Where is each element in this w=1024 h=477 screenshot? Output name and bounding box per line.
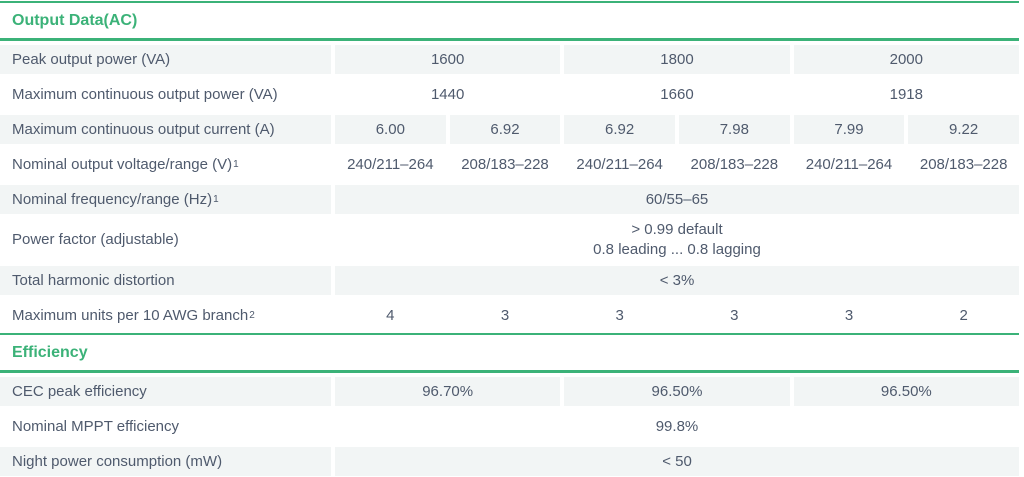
section-title-text: Output Data(AC) [12, 12, 138, 29]
section-header: Output Data(AC) [0, 1, 1019, 41]
spec-value: 4 [386, 306, 395, 324]
spec-value: 3 [615, 306, 624, 324]
spec-row: Nominal frequency/range (Hz) 1 60/55–65 [0, 182, 1019, 217]
spec-row: Nominal output voltage/range (V) 1 240/211… [0, 147, 1019, 182]
spec-row: Night power consumption (mW) < 50 [0, 444, 1019, 477]
row-label: Maximum continuous output current (A) [0, 115, 331, 144]
spec-row: Total harmonic distortion < 3% [0, 263, 1019, 298]
row-label: Nominal MPPT efficiency [0, 412, 331, 441]
spec-value: 208/183–228 [919, 155, 1008, 173]
row-label-text: Maximum units per 10 AWG branch [12, 306, 249, 324]
spec-row: Maximum continuous output power (VA) 1440… [0, 77, 1019, 112]
row-label: Maximum continuous output power (VA) [0, 80, 331, 109]
row-label: Peak output power (VA) [0, 45, 331, 74]
row-label-text: CEC peak efficiency [12, 382, 147, 400]
spec-value: 1660 [660, 85, 694, 103]
spec-value: 96.50% [564, 377, 790, 406]
row-label-footnote: 1 [233, 158, 239, 170]
spec-row: Peak output power (VA) 1600 1800 2000 [0, 42, 1019, 77]
row-label: Night power consumption (mW) [0, 447, 331, 476]
spec-value: 240/211–264 [576, 155, 663, 173]
spec-value: 208/183–228 [690, 155, 779, 173]
row-label: Total harmonic distortion [0, 266, 331, 295]
row-label-text: Nominal MPPT efficiency [12, 417, 180, 435]
spec-value: < 50 [335, 447, 1019, 476]
spec-row: Maximum units per 10 AWG branch 2 4 3 3 3 3 2 [0, 298, 1019, 333]
row-label: Maximum units per 10 AWG branch 2 [0, 301, 331, 330]
row-label: CEC peak efficiency [0, 377, 331, 406]
spec-value: 9.22 [908, 115, 1019, 144]
spec-value: 1440 [430, 85, 465, 103]
row-label-text: Nominal output voltage/range (V) [12, 155, 233, 173]
spec-row: Nominal MPPT efficiency 99.8% [0, 409, 1019, 444]
spec-value: 96.70% [335, 377, 561, 406]
spec-value: 7.99 [793, 115, 905, 144]
spec-value: 6.92 [449, 115, 561, 144]
spec-value: < 3% [335, 266, 1019, 295]
row-label: Nominal frequency/range (Hz) 1 [0, 185, 331, 214]
spec-value: > 0.99 default 0.8 leading ... 0.8 laggi… [593, 221, 761, 258]
spec-value: 6.92 [564, 115, 675, 144]
spec-value: 3 [844, 306, 854, 324]
spec-value: 240/211–264 [347, 155, 434, 173]
spec-row: Power factor (adjustable) > 0.99 default … [0, 217, 1019, 263]
spec-value: 2000 [793, 45, 1019, 74]
row-label: Power factor (adjustable) [0, 220, 331, 260]
row-label-footnote: 1 [213, 193, 219, 205]
row-label: Nominal output voltage/range (V) 1 [0, 150, 331, 179]
spec-value: 1600 [335, 45, 561, 74]
row-label-text: Total harmonic distortion [12, 271, 175, 289]
spec-row: CEC peak efficiency 96.70% 96.50% 96.50% [0, 374, 1019, 409]
row-label-text: Nominal frequency/range (Hz) [12, 190, 213, 208]
row-label-text: Maximum continuous output current (A) [12, 120, 275, 138]
spec-value: 96.50% [793, 377, 1019, 406]
row-label-text: Night power consumption (mW) [12, 452, 223, 470]
spec-value: 3 [730, 306, 739, 324]
spec-value: 1918 [889, 85, 923, 103]
row-label-text: Power factor (adjustable) [12, 231, 179, 248]
spec-value: 99.8% [655, 417, 699, 435]
spec-value: 6.00 [335, 115, 446, 144]
spec-row: Maximum continuous output current (A) 6.0… [0, 112, 1019, 147]
section-title-text: Efficiency [12, 344, 88, 361]
spec-value: 60/55–65 [335, 185, 1019, 214]
row-label-footnote: 2 [249, 309, 255, 321]
spec-value: 208/183–228 [461, 155, 549, 173]
spec-value: 240/211–264 [805, 155, 893, 173]
spec-value: 3 [500, 306, 510, 324]
spec-value: 7.98 [678, 115, 790, 144]
section-header: Efficiency [0, 333, 1019, 373]
row-label-text: Maximum continuous output power (VA) [12, 85, 278, 103]
row-label-text: Peak output power (VA) [12, 50, 171, 68]
spec-value: 2 [959, 306, 968, 324]
spec-value: 1800 [564, 45, 790, 74]
